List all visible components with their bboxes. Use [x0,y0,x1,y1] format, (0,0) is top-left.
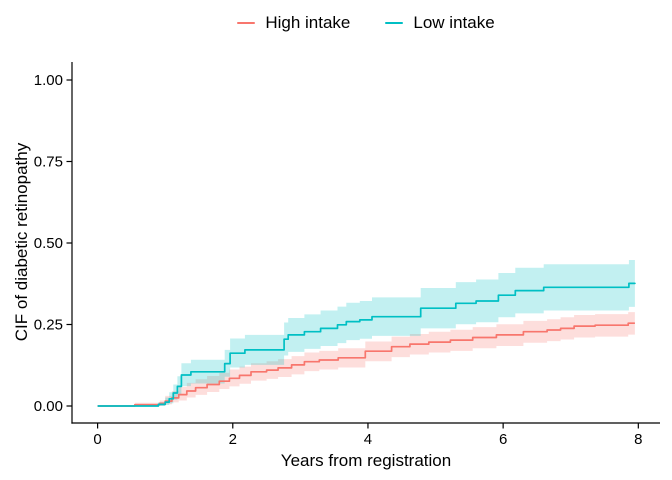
y-axis-title: CIF of diabetic retinopathy [12,142,31,342]
legend-item-high-intake: High intake [237,12,350,34]
x-tick-label: 6 [499,431,507,448]
x-tick-label: 2 [229,431,237,448]
x-tick-label: 0 [93,431,101,448]
x-tick-label: 4 [364,431,372,448]
y-tick-label: 0.25 [34,317,63,334]
x-tick-label: 8 [634,431,642,448]
y-tick-label: 0.00 [34,398,63,415]
y-tick-label: 0.75 [34,154,63,171]
y-tick-label: 0.50 [34,235,63,252]
legend-key-low-intake-line [385,21,404,25]
y-tick-label: 1.00 [34,72,63,89]
legend-key-high-intake-line [237,21,256,25]
x-axis-title: Years from registration [280,451,452,470]
legend-label-high-intake: High intake [265,13,351,32]
legend-item-low-intake: Low intake [385,12,495,34]
legend: High intake Low intake [72,12,660,34]
cif-curve-low-intake [97,282,636,407]
legend-label-low-intake: Low intake [413,13,495,32]
cif-curve-high-intake [97,322,635,407]
